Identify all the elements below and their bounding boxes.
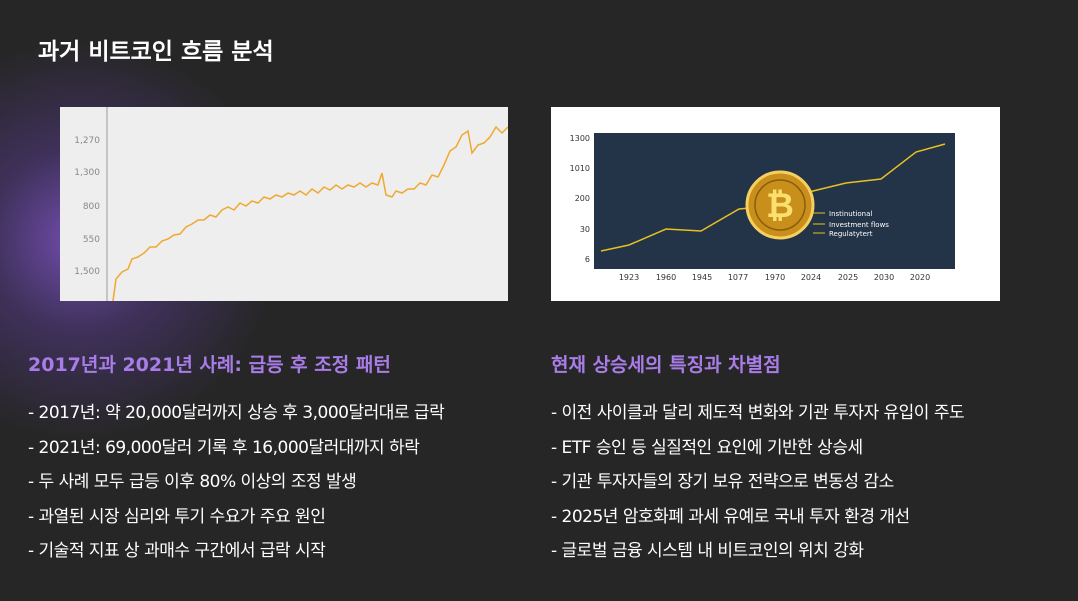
left-chart-image: 1,270 1,300 800 550 1,500	[60, 107, 508, 301]
chart-text: Instinutional	[829, 210, 872, 218]
chart-text: 2030	[874, 273, 894, 282]
chart-text: 1077	[728, 273, 748, 282]
bullet: - ETF 승인 등 실질적인 요인에 기반한 상승세	[551, 437, 863, 458]
bullet: - 기관 투자자들의 장기 보유 전략으로 변동성 감소	[551, 472, 894, 492]
chart-text: 800	[83, 202, 100, 212]
bullet: - 기술적 지표 상 과매수 구간에서 급락 시작	[28, 541, 326, 561]
chart-text: 1,270	[74, 136, 100, 146]
chart-text: 1300	[570, 134, 590, 143]
svg-text:₿: ₿	[766, 186, 794, 226]
bullet: - 2017년: 약 20,000달러까지 상승 후 3,000달러대로 급락	[28, 403, 445, 423]
chart-text: 2020	[910, 273, 930, 282]
section-heading: 현재 상승세의 특징과 차별점	[551, 354, 781, 376]
chart-text: 550	[83, 235, 100, 245]
chart-text: 1923	[619, 273, 639, 282]
right-chart-image: ₿ 1300 1010 200 30 6 1923 1960 1945 1077 1970 2024…	[551, 107, 1000, 301]
bullet: - 이전 사이클과 달리 제도적 변화와 기관 투자자 유입이 주도	[551, 403, 965, 423]
chart-text: 1010	[570, 164, 590, 173]
chart-text: 1,300	[74, 168, 100, 178]
chart-text: 1945	[692, 273, 712, 282]
chart-text: 1960	[656, 273, 676, 282]
bullet: - 2021년: 69,000달러 기록 후 16,000달러대까지 하락	[28, 437, 420, 458]
chart-text: 1970	[765, 273, 785, 282]
chart-text: 6	[585, 255, 590, 264]
bullet: - 과열된 시장 심리와 투기 수요가 주요 원인	[28, 506, 326, 527]
chart-text: 2025	[838, 273, 858, 282]
chart-text: 30	[580, 225, 590, 234]
section-heading: 2017년과 2021년 사례: 급등 후 조정 패턴	[28, 354, 391, 376]
bullet: - 글로벌 금융 시스템 내 비트코인의 위치 강화	[551, 541, 864, 561]
chart-text: 200	[575, 194, 590, 203]
slide-title: 과거 비트코인 흐름 분석	[38, 39, 274, 65]
bullet: - 2025년 암호화폐 과세 유예로 국내 투자 환경 개선	[551, 506, 910, 527]
chart-text: 2024	[801, 273, 821, 282]
chart-text: Investment flows	[829, 221, 889, 229]
bullet: - 두 사례 모두 급등 이후 80% 이상의 조정 발생	[28, 472, 357, 492]
chart-text: Regulatytert	[829, 230, 873, 238]
chart-text: 1,500	[74, 267, 100, 277]
